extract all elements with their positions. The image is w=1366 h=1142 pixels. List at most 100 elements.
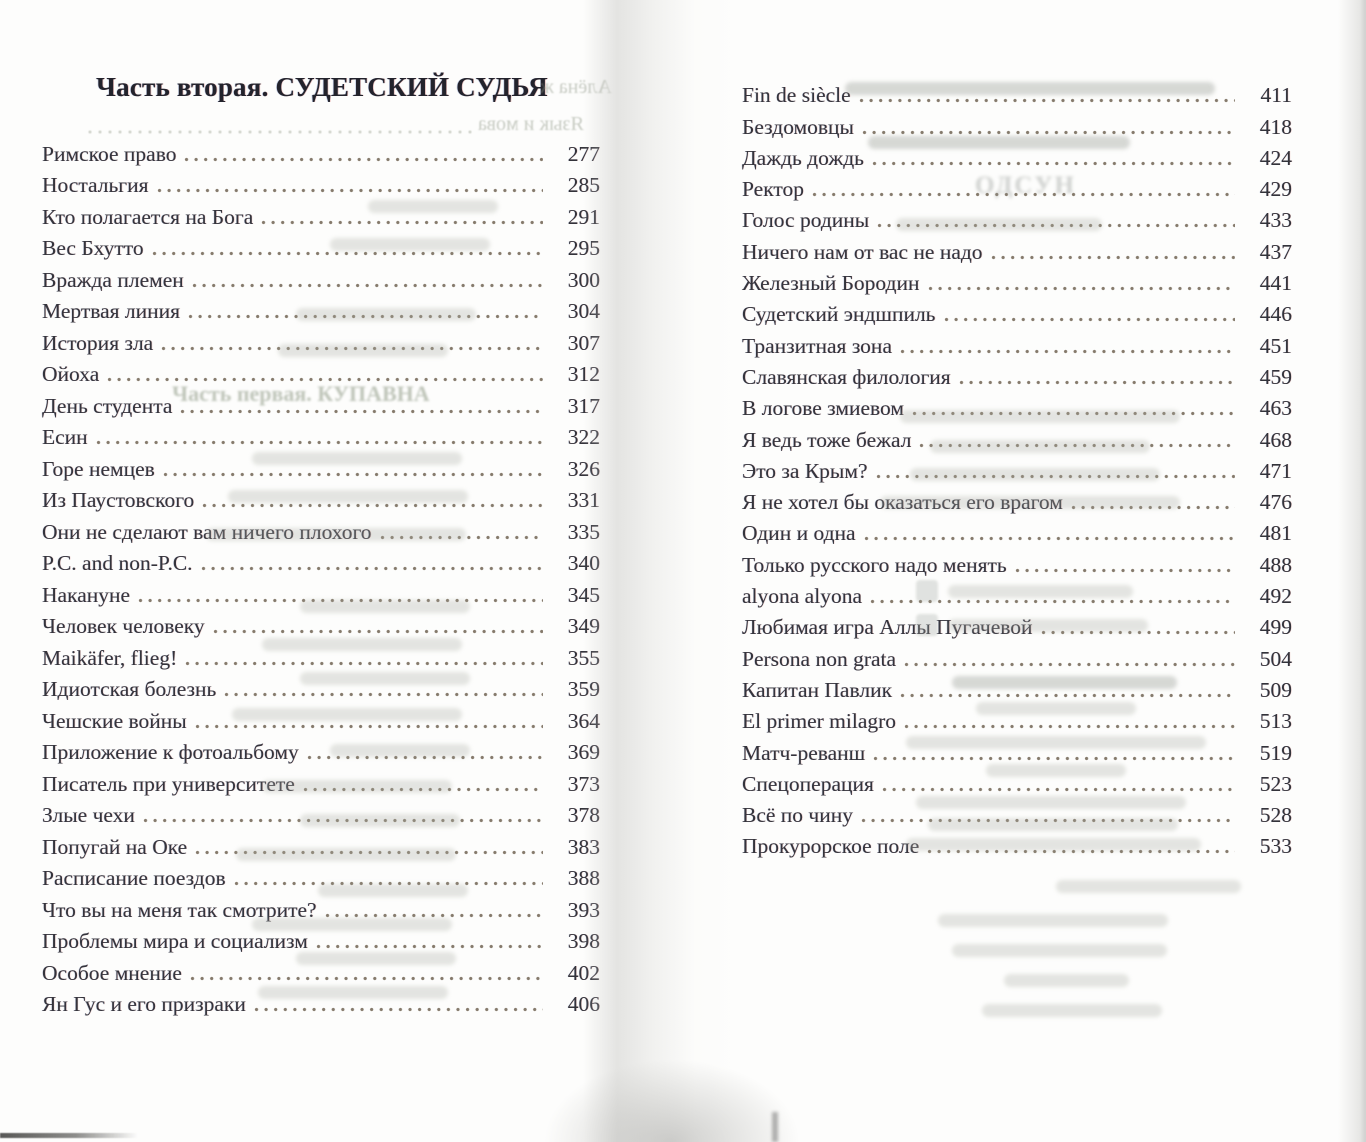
toc-entry-title: Попугай на Оке: [42, 834, 188, 859]
toc-entry-page: 437: [1259, 239, 1292, 264]
toc-entry: P.C. and non-P.C. 340: [42, 548, 600, 580]
toc-entry-title: День студента: [42, 393, 173, 418]
toc-entry: Я не хотел бы оказаться его врагом 476: [742, 487, 1292, 518]
dot-leader: [861, 818, 1235, 824]
toc-entry-title: Вес Бхутто: [42, 236, 144, 260]
toc-entry-title: Человек человеку: [42, 614, 205, 638]
toc-entry-title: Транзитная зона: [742, 333, 892, 358]
toc-entry-title: Бездомовцы: [742, 114, 854, 139]
toc-entry-page: 429: [1259, 177, 1292, 202]
toc-entry-title: Славянская филология: [742, 364, 951, 389]
toc-entry-title: Злые чехи: [42, 803, 135, 827]
toc-entry: Это за Крым? 471: [742, 456, 1292, 487]
dot-leader: [306, 755, 543, 760]
toc-entry-page: 424: [1259, 145, 1292, 170]
dot-leader: [943, 317, 1235, 323]
toc-entry-page: 528: [1259, 803, 1292, 828]
toc-entry-title: Есин: [42, 425, 88, 449]
dot-leader: [315, 944, 543, 949]
toc-entry: Судетский эндшпиль 446: [742, 299, 1292, 330]
toc-entry: Вес Бхутто 295: [42, 233, 600, 265]
toc-entry-page: 523: [1259, 771, 1292, 796]
toc-entry-title: Спецоперация: [742, 771, 874, 796]
toc-entry-title: Они не сделают вам ничего плохого: [42, 519, 372, 544]
toc-entry-page: 388: [567, 866, 600, 890]
toc-entry-title: Матч-реванш: [742, 740, 866, 765]
toc-entry-title: Расписание поездов: [42, 866, 226, 890]
dot-leader: [161, 345, 543, 351]
toc-entry-title: Это за Крым?: [742, 458, 868, 483]
toc-entry-title: El primer milagro: [742, 709, 897, 734]
dot-leader: [871, 160, 1235, 166]
dot-leader: [379, 534, 543, 540]
toc-entry: Транзитная зона 451: [742, 330, 1292, 361]
dot-leader: [189, 975, 543, 981]
toc-entry: Всё по чину 528: [742, 800, 1292, 831]
toc-entry: Прокурорское поле 533: [742, 831, 1292, 862]
dot-leader: [195, 849, 543, 855]
toc-entry-title: Железный Бородин: [742, 271, 920, 296]
toc-entry: Даждь дождь 424: [742, 143, 1292, 174]
toc-entry-title: История зла: [42, 330, 154, 355]
toc-entry-page: 369: [567, 740, 600, 764]
toc-entry-page: 509: [1259, 677, 1292, 702]
toc-entry: Горе немцев 326: [42, 453, 600, 485]
toc-entry: Maikäfer, flieg! 355: [42, 642, 600, 674]
toc-entry: Матч-реванш 519: [742, 737, 1292, 768]
toc-entry-title: Ойоха: [42, 362, 100, 386]
toc-entry: Вражда племен 300: [42, 264, 600, 296]
toc-entry-page: 373: [567, 771, 600, 796]
dot-leader: [324, 912, 543, 918]
toc-entry-title: Я не хотел бы оказаться его врагом: [742, 490, 1063, 515]
toc-entry-page: 513: [1259, 709, 1292, 734]
dot-leader: [958, 379, 1235, 385]
toc-entry: Проблемы мира и социализм 398: [42, 926, 600, 958]
toc-entry: Ничего нам от вас не надо 437: [742, 236, 1292, 267]
toc-entry-page: 364: [567, 708, 600, 733]
toc-entry: Один и одна 481: [742, 518, 1292, 549]
toc-entry: Мертвая линия 304: [42, 296, 600, 328]
dot-leader: [224, 692, 543, 697]
toc-list-right: Fin de siècle 411 Бездомовцы 418 Даждь д…: [742, 80, 1292, 862]
toc-entry-page: 291: [567, 204, 600, 229]
toc-list-left: Римское право 277 Ностальгия 285 Кто пол…: [42, 138, 600, 1020]
bleed-through-smudge: [938, 914, 1168, 927]
toc-entry-title: Чешские войны: [42, 708, 187, 733]
toc-entry-page: 345: [567, 582, 600, 607]
toc-entry-page: 459: [1259, 364, 1292, 389]
toc-entry-page: 441: [1259, 271, 1292, 296]
toc-entry-page: 471: [1259, 458, 1292, 483]
dot-leader: [202, 503, 543, 508]
dot-leader: [881, 786, 1235, 792]
toc-entry: Славянская филология 459: [742, 362, 1292, 393]
dot-leader: [253, 1007, 543, 1012]
toc-entry: День студента 317: [42, 390, 600, 422]
toc-entry: Из Паустовского 331: [42, 485, 600, 517]
dot-leader: [873, 755, 1235, 761]
toc-entry-page: 295: [567, 236, 600, 260]
toc-entry-title: Я ведь тоже бежал: [742, 427, 912, 452]
toc-entry-title: Из Паустовского: [42, 488, 195, 512]
toc-entry: El primer milagro 513: [742, 706, 1292, 737]
toc-entry-title: Писатель при университете: [42, 771, 295, 796]
dot-leader: [162, 471, 543, 477]
toc-entry-page: 285: [567, 173, 600, 197]
dot-leader: [107, 377, 543, 382]
bleed-through-text: Язык и мова: [478, 113, 584, 135]
dot-leader: [904, 661, 1235, 667]
toc-entry-title: Один и одна: [742, 521, 856, 546]
dot-leader: [142, 818, 543, 823]
dot-leader: [200, 566, 543, 571]
toc-entry-title: В логове змиевом: [742, 396, 904, 421]
toc-entry-page: 519: [1259, 740, 1292, 765]
bleed-through-smudge: [1056, 880, 1241, 893]
dot-leader: [261, 219, 543, 225]
toc-entry: Приложение к фотоальбому 369: [42, 737, 600, 769]
bleed-through-dots: [88, 130, 473, 134]
toc-entry: Ойоха 312: [42, 359, 600, 391]
dot-leader: [900, 348, 1235, 354]
toc-entry: Накануне 345: [42, 579, 600, 611]
toc-entry-page: 307: [567, 330, 600, 355]
toc-entry-title: Накануне: [42, 582, 131, 607]
toc-entry: Римское право 277: [42, 138, 600, 170]
